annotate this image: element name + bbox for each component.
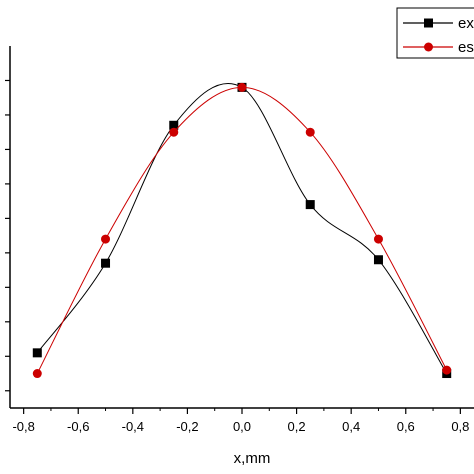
legend-box: [396, 7, 474, 59]
legend: ex es: [396, 7, 474, 59]
data-point: [169, 120, 179, 130]
legend-marker: [424, 18, 433, 28]
data-point: [101, 234, 111, 244]
x-tick-label: -0,4: [122, 419, 144, 434]
data-point: [32, 348, 42, 358]
series-layer: [32, 82, 452, 379]
x-tick-label: 0,2: [288, 419, 306, 434]
x-tick-label: 0,0: [233, 419, 251, 434]
series-es: [32, 82, 452, 379]
series-line: [36, 82, 448, 374]
x-tick-label: -0,8: [12, 419, 34, 434]
data-point: [442, 365, 452, 375]
x-tick-label: 0,8: [451, 419, 469, 434]
data-point: [373, 255, 383, 265]
series-line: [36, 86, 448, 374]
data-point: [305, 200, 315, 210]
data-point: [305, 127, 315, 137]
legend-label: ex: [458, 15, 474, 32]
legend-marker: [424, 42, 433, 52]
data-point: [169, 127, 179, 137]
data-point: [237, 82, 247, 92]
x-axis-title: x,mm: [234, 450, 271, 467]
series-ex: [32, 82, 452, 379]
legend-label: es: [458, 39, 474, 56]
x-tick-label: 0,6: [397, 419, 415, 434]
data-point: [101, 258, 111, 268]
x-tick-label: 0,4: [342, 419, 360, 434]
x-tick-label: -0,6: [67, 419, 89, 434]
data-point: [32, 369, 42, 379]
axes: -0,8 -0,6 -0,4 -0,2 0,0 0,2 0,4 0,6 0,8: [5, 46, 474, 434]
x-tick-label: -0,2: [176, 419, 198, 434]
data-point: [373, 234, 383, 244]
